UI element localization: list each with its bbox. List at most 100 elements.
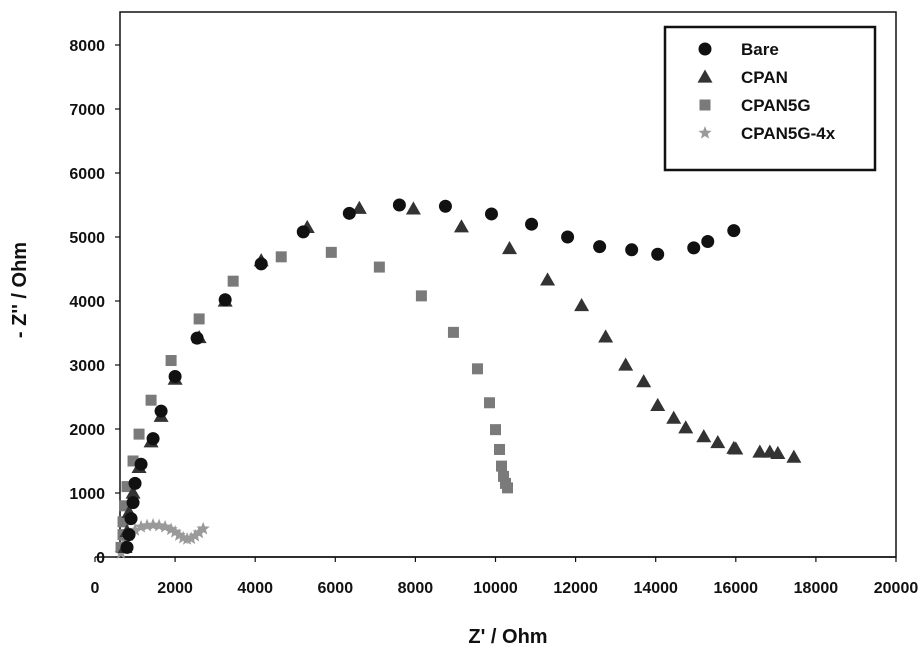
data-point	[125, 485, 141, 499]
x-tick-label: 14000	[633, 580, 678, 597]
data-point	[351, 200, 367, 214]
y-tick-label: 5000	[69, 230, 105, 247]
y-tick-label: 4000	[69, 294, 105, 311]
data-point	[165, 355, 177, 367]
data-point	[453, 219, 469, 233]
series-bare	[120, 198, 741, 554]
data-point	[119, 500, 131, 512]
data-point	[122, 528, 136, 542]
y-tick-label: 0	[96, 550, 105, 567]
data-point	[593, 240, 607, 254]
y-axis-ticks: 0 1000 2000 3000 4000 5000 6000 7000 8000	[69, 38, 120, 567]
data-point	[710, 434, 726, 449]
y-tick-label: 1000	[69, 486, 105, 503]
data-point	[127, 455, 139, 467]
x-tick-label: 6000	[318, 580, 354, 597]
data-point	[133, 428, 145, 440]
data-point	[227, 275, 239, 287]
data-point	[392, 198, 406, 212]
data-point	[193, 313, 205, 325]
data-point	[342, 206, 356, 220]
x-tick-label: 8000	[398, 580, 434, 597]
data-point	[146, 518, 160, 531]
x-tick-label: 0	[91, 580, 100, 597]
data-point	[373, 261, 385, 273]
x-axis-title: Z' / Ohm	[468, 626, 547, 648]
data-point	[254, 257, 268, 271]
data-point	[540, 272, 556, 286]
series-cpan5g	[115, 246, 514, 553]
x-tick-label: 16000	[714, 580, 759, 597]
data-point	[120, 540, 134, 554]
data-point	[625, 243, 639, 257]
data-point	[666, 410, 682, 424]
data-point	[651, 247, 665, 261]
data-point	[438, 199, 452, 213]
data-point	[192, 525, 206, 539]
legend-item: CPAN5G	[699, 96, 811, 115]
data-point	[687, 241, 701, 255]
data-point	[770, 445, 786, 459]
series-cpan	[117, 200, 802, 554]
data-point	[145, 394, 157, 406]
y-tick-label: 6000	[69, 166, 105, 183]
data-point	[574, 297, 590, 312]
data-point	[188, 528, 202, 542]
x-tick-label: 2000	[157, 580, 193, 597]
data-point	[727, 224, 741, 238]
data-point	[696, 429, 712, 443]
data-point	[484, 207, 498, 221]
legend-item: CPAN5G-4x	[698, 124, 836, 143]
data-marks	[114, 198, 802, 559]
data-point	[415, 290, 427, 302]
data-point	[786, 449, 802, 463]
data-point	[496, 460, 508, 472]
data-point	[146, 432, 160, 446]
data-point	[196, 521, 210, 535]
data-point	[168, 370, 182, 384]
data-point	[618, 357, 634, 371]
data-point	[164, 522, 178, 536]
legend-label: CPAN	[741, 68, 788, 87]
legend-marker	[698, 42, 712, 56]
legend-label: Bare	[741, 40, 779, 59]
y-tick-label: 2000	[69, 422, 105, 439]
data-point	[598, 329, 614, 343]
data-point	[218, 293, 232, 307]
data-point	[752, 444, 768, 458]
data-point	[728, 441, 744, 455]
x-tick-label: 20000	[874, 580, 919, 597]
x-tick-label: 10000	[473, 580, 518, 597]
data-point	[498, 470, 510, 482]
data-point	[483, 397, 495, 409]
legend-label: CPAN5G-4x	[741, 124, 836, 143]
data-point	[168, 525, 182, 538]
data-point	[172, 528, 186, 541]
x-tick-label: 18000	[794, 580, 839, 597]
legend: Bare CPAN CPAN5G CPAN5G-4x	[663, 25, 877, 172]
x-tick-label: 4000	[237, 580, 273, 597]
data-point	[140, 518, 154, 532]
data-point	[447, 326, 459, 338]
data-point	[190, 331, 204, 345]
data-point	[650, 397, 666, 411]
data-point	[494, 443, 506, 455]
data-point	[678, 420, 694, 434]
data-point	[525, 217, 539, 231]
data-point	[128, 523, 142, 536]
data-point	[117, 516, 129, 528]
data-point	[471, 363, 483, 375]
data-point	[184, 531, 198, 545]
y-axis-title: - Z'' / Ohm	[9, 242, 31, 338]
data-point	[134, 519, 148, 533]
legend-item: Bare	[698, 40, 779, 59]
data-point	[126, 496, 140, 510]
data-point	[490, 424, 501, 436]
y-tick-label: 8000	[69, 38, 105, 55]
legend-marker	[699, 99, 711, 111]
y-tick-label: 7000	[69, 102, 105, 119]
y-tick-label: 3000	[69, 358, 105, 375]
data-point	[636, 374, 652, 388]
legend-marker	[698, 126, 712, 139]
